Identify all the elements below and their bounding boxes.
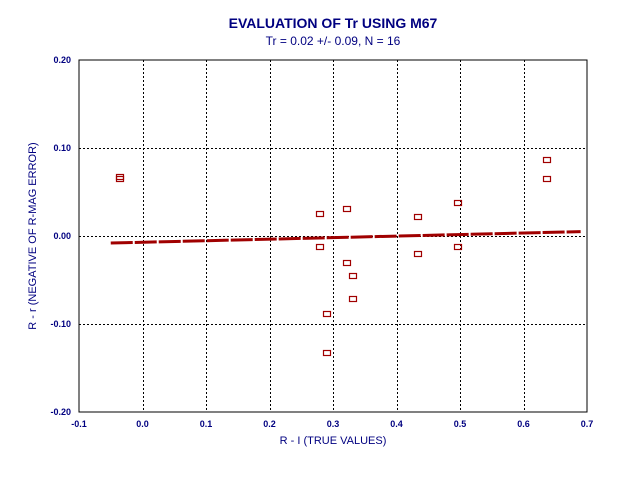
data-point <box>542 156 552 164</box>
chart-subtitle: Tr = 0.02 +/- 0.09, N = 16 <box>266 34 401 48</box>
data-point <box>453 243 463 251</box>
data-point <box>322 310 332 318</box>
x-tick-label: 0.3 <box>327 419 340 429</box>
x-tick-label: 0.0 <box>136 419 149 429</box>
y-tick-label: 0.10 <box>53 143 71 153</box>
gridlines <box>79 60 587 412</box>
data-point <box>342 259 352 267</box>
x-tick-label: 0.7 <box>581 419 594 429</box>
y-tick-labels: 0.20 0.10 0.00 -0.10 -0.20 <box>50 55 71 417</box>
data-point <box>542 175 552 183</box>
data-point <box>413 213 423 221</box>
data-point <box>413 250 423 258</box>
data-point <box>115 175 125 183</box>
chart-title: EVALUATION OF Tr USING M67 <box>229 15 438 31</box>
fit-line <box>110 230 581 245</box>
data-point <box>315 210 325 218</box>
x-tick-label: 0.6 <box>517 419 530 429</box>
y-tick-label: 0.00 <box>53 231 71 241</box>
fit-line-layer <box>110 230 581 245</box>
data-points <box>115 156 552 357</box>
x-tick-label: 0.2 <box>263 419 276 429</box>
x-axis-label: R - I (TRUE VALUES) <box>280 435 387 447</box>
data-point <box>348 272 358 280</box>
x-tick-label: -0.1 <box>71 419 87 429</box>
data-point <box>453 199 463 207</box>
plot-frame <box>78 59 588 413</box>
y-tick-label: 0.20 <box>53 55 71 65</box>
y-axis-label: R - r (NEGATIVE OF R-MAG ERROR) <box>27 142 39 329</box>
x-tick-label: 0.1 <box>200 419 213 429</box>
data-point <box>315 243 325 251</box>
data-point <box>348 295 358 303</box>
x-tick-labels: -0.1 0.0 0.1 0.2 0.3 0.4 0.5 0.6 0.7 <box>71 419 593 429</box>
y-tick-label: -0.10 <box>50 319 71 329</box>
x-tick-label: 0.4 <box>390 419 403 429</box>
data-point <box>322 349 332 357</box>
x-tick-label: 0.5 <box>454 419 467 429</box>
data-point <box>342 205 352 213</box>
y-tick-label: -0.20 <box>50 407 71 417</box>
